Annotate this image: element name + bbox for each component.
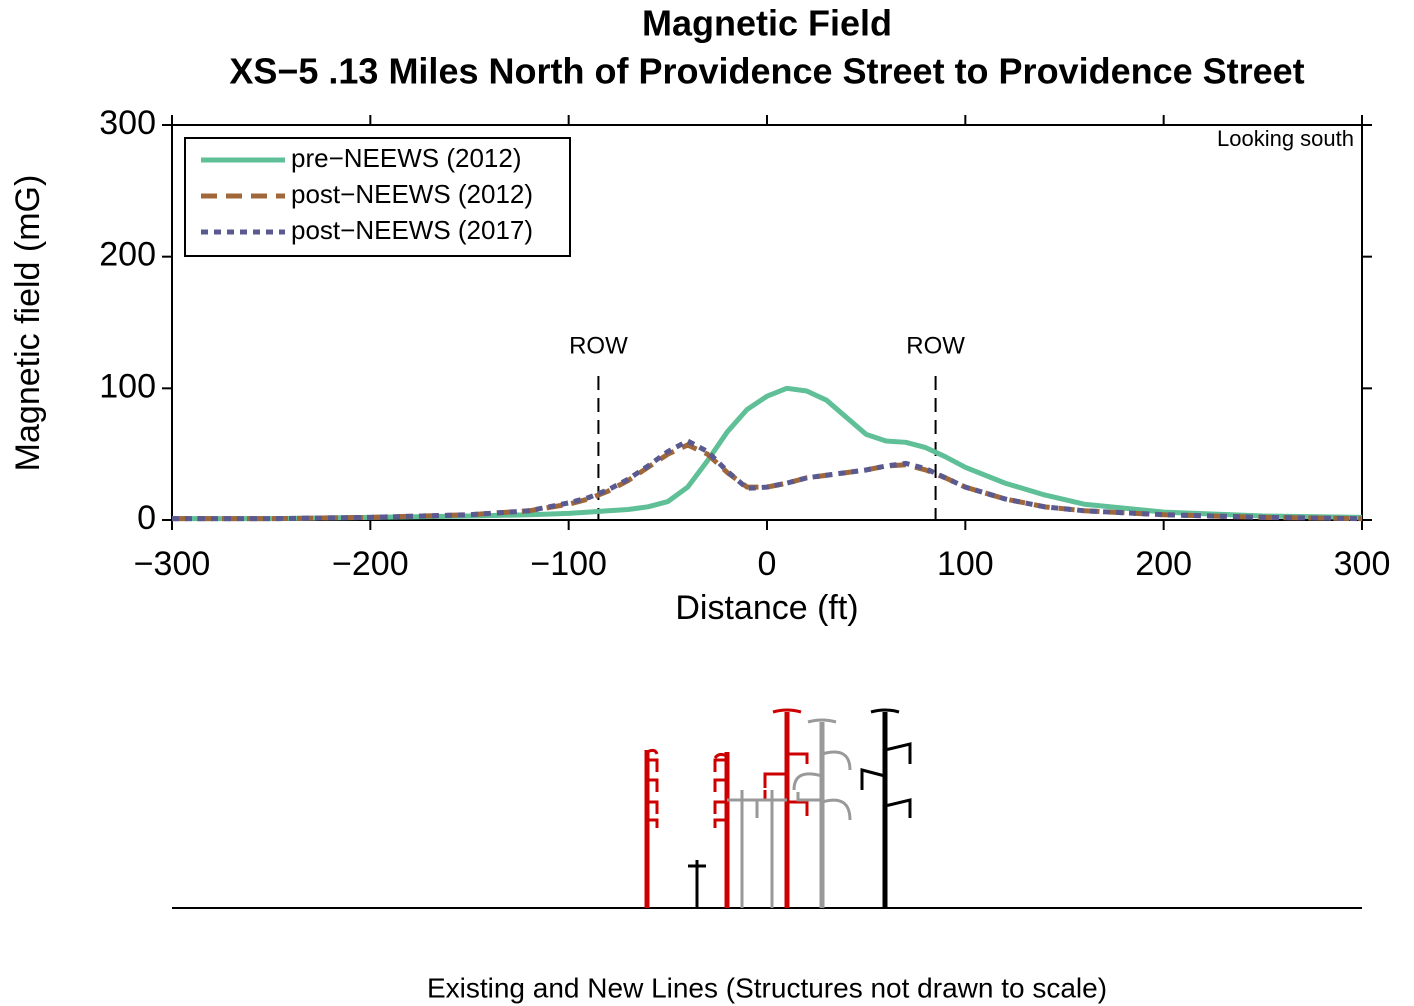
x-tick-label: 200 <box>1135 545 1192 583</box>
row-label: ROW <box>906 332 965 359</box>
legend-label: post−NEEWS (2012) <box>291 179 533 209</box>
legend: pre−NEEWS (2012) post−NEEWS (2012) post−NE… <box>184 137 571 257</box>
chart-title: Magnetic Field <box>642 3 892 44</box>
y-axis-label: Magnetic field (mG) <box>9 175 47 472</box>
x-tick-label: −200 <box>332 545 409 583</box>
chart-subtitle: XS−5 .13 Miles North of Providence Stree… <box>229 51 1304 92</box>
y-tick-label: 0 <box>137 499 156 537</box>
x-tick-label: 100 <box>937 545 994 583</box>
x-axis-label: Distance (ft) <box>675 589 858 627</box>
red-structures <box>644 708 809 908</box>
x-tick-label: 0 <box>758 545 777 583</box>
series-line <box>172 442 1363 522</box>
black-structures <box>688 708 912 908</box>
structures-drawing <box>172 708 1362 909</box>
row-label: ROW <box>569 332 628 359</box>
series-line <box>172 385 1363 522</box>
x-tick-label: −300 <box>134 545 211 583</box>
y-tick-label: 300 <box>99 104 156 142</box>
gray-structures <box>727 718 852 908</box>
x-tick-label: 300 <box>1334 545 1391 583</box>
x-tick-label: −100 <box>530 545 607 583</box>
legend-label: post−NEEWS (2017) <box>291 215 533 245</box>
corner-note: Looking south <box>1217 126 1354 151</box>
y-tick-label: 200 <box>99 236 156 274</box>
y-tick-label: 100 <box>99 367 156 405</box>
caption: Existing and New Lines (Structures not d… <box>427 972 1107 1003</box>
legend-label: pre−NEEWS (2012) <box>291 143 521 173</box>
series-line <box>172 438 1363 522</box>
